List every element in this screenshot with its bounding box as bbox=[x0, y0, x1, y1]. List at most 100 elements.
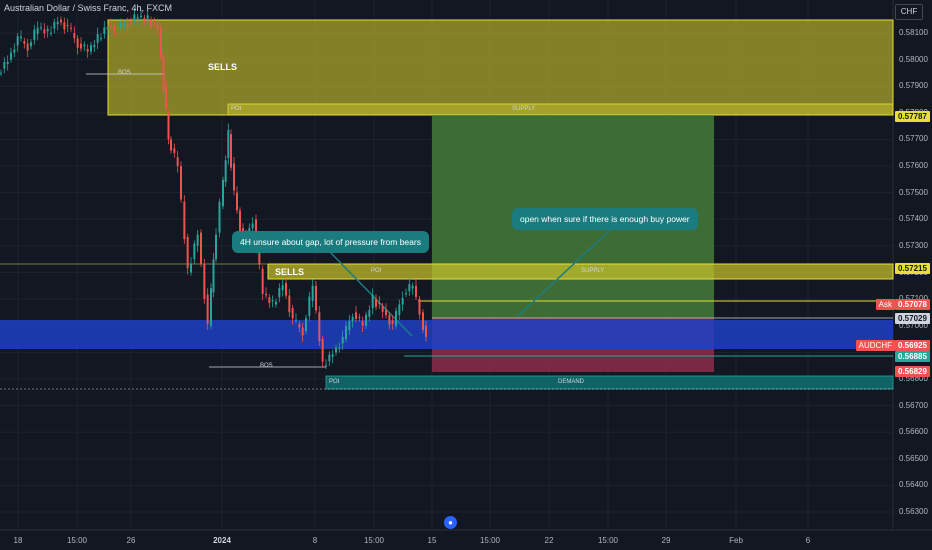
callout-pointer-left bbox=[329, 251, 413, 337]
candle-body bbox=[3, 61, 6, 69]
candle-body bbox=[33, 29, 36, 41]
candle-body bbox=[355, 312, 357, 319]
price-label: 0.56925 bbox=[895, 340, 930, 352]
candle-body bbox=[153, 22, 156, 24]
candle-body bbox=[425, 325, 427, 337]
candle-body bbox=[113, 25, 116, 32]
supply-zone-top[interactable] bbox=[107, 19, 894, 116]
candle-body bbox=[80, 43, 82, 49]
candles[interactable] bbox=[0, 8, 427, 369]
candle-body bbox=[162, 56, 165, 91]
candle-body bbox=[123, 24, 126, 26]
candle-body bbox=[308, 296, 311, 316]
time-tick: 15:00 bbox=[363, 536, 385, 545]
candle-body bbox=[230, 134, 232, 168]
candle-body bbox=[331, 354, 334, 357]
sells-label-top: SELLS bbox=[208, 62, 238, 72]
candle-body bbox=[405, 293, 407, 295]
candle-body bbox=[73, 33, 76, 39]
candle-body bbox=[341, 336, 344, 344]
candle-body bbox=[411, 285, 414, 289]
candle-body bbox=[295, 319, 297, 321]
supply-zone-mid[interactable] bbox=[267, 263, 894, 280]
time-tick: 15:00 bbox=[479, 536, 501, 545]
candle-body bbox=[210, 288, 212, 326]
candle-body bbox=[160, 27, 162, 57]
sells-label-mid: SELLS bbox=[275, 267, 305, 277]
candle-body bbox=[176, 157, 179, 167]
candle-body bbox=[233, 163, 235, 191]
candle-body bbox=[50, 32, 52, 34]
candle-body bbox=[66, 25, 69, 27]
candle-body bbox=[281, 285, 284, 291]
price-tick: 0.57400 bbox=[899, 214, 928, 224]
candle-body bbox=[46, 28, 49, 32]
candle-body bbox=[278, 288, 281, 298]
candle-body bbox=[328, 354, 331, 362]
supply-zone-top-poi[interactable] bbox=[227, 103, 894, 116]
candle-body bbox=[321, 339, 324, 362]
time-tick: 2024 bbox=[213, 536, 231, 545]
symbol-title[interactable]: Australian Dollar / Swiss Franc, 4h, FXC… bbox=[4, 3, 173, 13]
price-tick: 0.58100 bbox=[899, 28, 928, 37]
candle-body bbox=[133, 14, 136, 21]
candle-body bbox=[96, 34, 99, 43]
candle-body bbox=[30, 42, 32, 47]
candle-body bbox=[368, 310, 371, 317]
candle-body bbox=[13, 49, 16, 53]
time-tick: 15:00 bbox=[66, 536, 88, 545]
candle-body bbox=[318, 312, 321, 342]
candle-body bbox=[227, 129, 230, 159]
candle-body bbox=[258, 244, 261, 265]
candle-body bbox=[53, 22, 56, 29]
candle-body bbox=[83, 44, 86, 47]
candle-body bbox=[167, 112, 170, 140]
candle-body bbox=[90, 45, 92, 52]
price-label: 0.56829 bbox=[895, 365, 930, 377]
price-tick: 0.56600 bbox=[899, 427, 928, 437]
price-tick: 0.56700 bbox=[899, 400, 928, 410]
candle-body bbox=[215, 234, 217, 260]
candle-body bbox=[415, 285, 417, 297]
candle-body bbox=[365, 314, 367, 326]
candle-body bbox=[103, 27, 106, 34]
demand-zone[interactable] bbox=[325, 375, 894, 390]
candle-body bbox=[265, 293, 267, 296]
candle-body bbox=[288, 295, 291, 313]
candle-body bbox=[140, 15, 142, 18]
candle-body bbox=[206, 294, 209, 324]
callout-right[interactable]: open when sure if there is enough buy po… bbox=[512, 208, 698, 230]
candle-body bbox=[218, 201, 221, 233]
candle-body bbox=[251, 223, 254, 229]
candle-body bbox=[212, 259, 215, 293]
candle-body bbox=[401, 298, 404, 305]
candle-body bbox=[40, 27, 42, 29]
time-tick: 15 bbox=[427, 536, 437, 545]
candle-body bbox=[23, 40, 26, 44]
candle-body bbox=[173, 148, 176, 153]
time-tick: 29 bbox=[661, 536, 671, 545]
candle-body bbox=[186, 237, 189, 269]
candle-body bbox=[193, 243, 196, 260]
candle-body bbox=[130, 22, 132, 24]
demand-band[interactable] bbox=[0, 320, 893, 349]
price-tick: 0.57100 bbox=[899, 294, 928, 303]
price-label: 0.57787 bbox=[895, 110, 930, 122]
supply-label-mid: SUPPLY bbox=[581, 268, 605, 274]
candle-body bbox=[351, 316, 354, 322]
callout-left[interactable]: 4H unsure about gap, lot of pressure fro… bbox=[232, 231, 429, 253]
currency-button[interactable]: CHF bbox=[895, 4, 923, 20]
candle-body bbox=[93, 44, 96, 48]
candle-body bbox=[358, 316, 361, 318]
candle-body bbox=[170, 139, 172, 151]
poi-label-mid: POI bbox=[371, 268, 382, 274]
poi-label-demand: POI bbox=[329, 379, 340, 385]
candle-body bbox=[305, 318, 307, 332]
candle-body bbox=[196, 234, 199, 246]
candle-body bbox=[60, 19, 62, 23]
candle-body bbox=[0, 72, 2, 74]
candle-body bbox=[395, 310, 397, 326]
candle-body bbox=[63, 22, 66, 30]
tradingview-logo-icon[interactable]: ● bbox=[444, 516, 457, 529]
